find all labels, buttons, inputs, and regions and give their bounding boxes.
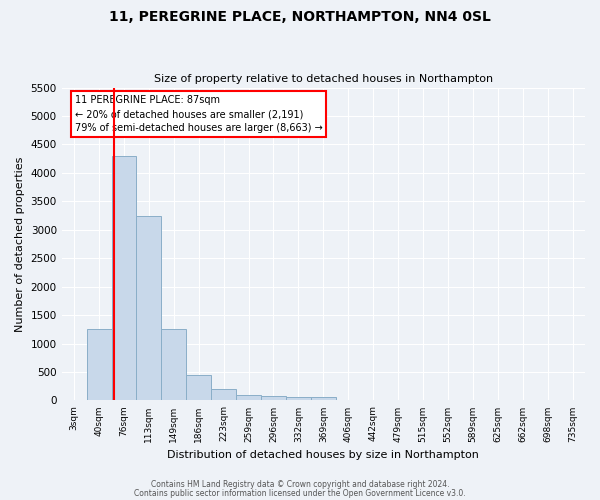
- Text: Contains public sector information licensed under the Open Government Licence v3: Contains public sector information licen…: [134, 488, 466, 498]
- Title: Size of property relative to detached houses in Northampton: Size of property relative to detached ho…: [154, 74, 493, 84]
- Text: 11, PEREGRINE PLACE, NORTHAMPTON, NN4 0SL: 11, PEREGRINE PLACE, NORTHAMPTON, NN4 0S…: [109, 10, 491, 24]
- Text: Contains HM Land Registry data © Crown copyright and database right 2024.: Contains HM Land Registry data © Crown c…: [151, 480, 449, 489]
- Bar: [211, 389, 236, 400]
- Y-axis label: Number of detached properties: Number of detached properties: [15, 156, 25, 332]
- Bar: [136, 216, 161, 400]
- Bar: [236, 394, 261, 400]
- Bar: [311, 397, 336, 400]
- Bar: [261, 396, 286, 400]
- Bar: [86, 330, 112, 400]
- Bar: [161, 330, 186, 400]
- X-axis label: Distribution of detached houses by size in Northampton: Distribution of detached houses by size …: [167, 450, 479, 460]
- Bar: [112, 156, 136, 400]
- Bar: [286, 397, 311, 400]
- Bar: [186, 375, 211, 400]
- Text: 11 PEREGRINE PLACE: 87sqm
← 20% of detached houses are smaller (2,191)
79% of se: 11 PEREGRINE PLACE: 87sqm ← 20% of detac…: [75, 96, 323, 134]
